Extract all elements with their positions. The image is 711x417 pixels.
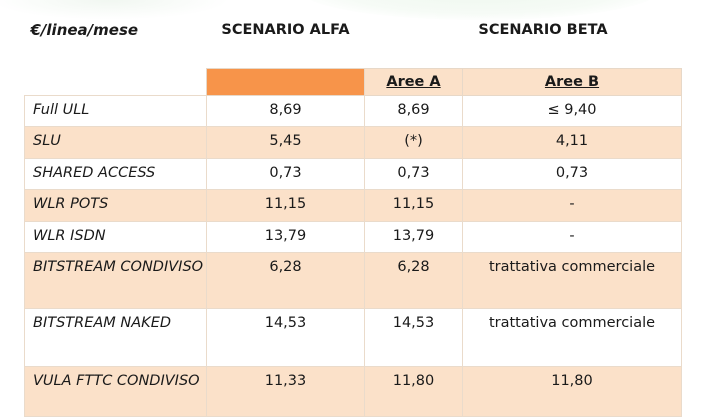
- aree-a-value: (*): [364, 126, 463, 159]
- row-label: SHARED ACCESS: [24, 158, 207, 190]
- aree-a-value: 14,53: [364, 308, 463, 367]
- aree-a-heading: Aree A: [364, 68, 463, 96]
- scenario-alfa-heading: SCENARIO ALFA: [221, 22, 350, 38]
- aree-a-value: 11,80: [364, 366, 463, 417]
- row-label: VULA FTTC CONDIVISO: [24, 366, 207, 417]
- alfa-value: 14,53: [206, 308, 365, 367]
- row-label: BITSTREAM CONDIVISO: [24, 252, 207, 309]
- row-label: SLU: [24, 126, 207, 159]
- alfa-value: 6,28: [206, 252, 365, 309]
- table-row: VULA FTTC CONDIVISO 11,33 11,80 11,80: [24, 366, 682, 417]
- scenario-beta-heading: SCENARIO BETA: [478, 22, 608, 38]
- subheader-blank-cell: [24, 68, 207, 96]
- background-decoration-left: [0, 0, 230, 20]
- aree-b-value: ≤ 9,40: [462, 95, 682, 127]
- aree-a-value: 6,28: [364, 252, 463, 309]
- aree-b-value: -: [462, 221, 682, 253]
- price-table: €/linea/mese SCENARIO ALFA SCENARIO BETA…: [24, 12, 682, 417]
- subheader-row: Aree A Aree B: [24, 68, 682, 96]
- alfa-value: 11,33: [206, 366, 365, 417]
- table-row: SLU 5,45 (*) 4,11: [24, 126, 682, 159]
- alfa-value: 11,15: [206, 189, 365, 222]
- table-row: Full ULL 8,69 8,69 ≤ 9,40: [24, 95, 682, 127]
- aree-b-value: trattativa commerciale: [462, 308, 682, 367]
- row-label: WLR POTS: [24, 189, 207, 222]
- aree-a-value: 0,73: [364, 158, 463, 190]
- table-row: BITSTREAM CONDIVISO 6,28 6,28 trattativa…: [24, 252, 682, 309]
- row-label: BITSTREAM NAKED: [24, 308, 207, 367]
- aree-b-value: -: [462, 189, 682, 222]
- row-label: WLR ISDN: [24, 221, 207, 253]
- alfa-value: 5,45: [206, 126, 365, 159]
- unit-label: €/linea/mese: [30, 21, 139, 39]
- aree-a-value: 8,69: [364, 95, 463, 127]
- row-label: Full ULL: [24, 95, 207, 127]
- table-row: WLR POTS 11,15 11,15 -: [24, 189, 682, 222]
- table-row: BITSTREAM NAKED 14,53 14,53 trattativa c…: [24, 308, 682, 367]
- aree-b-value: trattativa commerciale: [462, 252, 682, 309]
- aree-b-heading: Aree B: [462, 68, 682, 96]
- aree-b-value: 0,73: [462, 158, 682, 190]
- header-row: €/linea/mese SCENARIO ALFA SCENARIO BETA: [25, 12, 682, 69]
- alfa-value: 8,69: [206, 95, 365, 127]
- alfa-value: 13,79: [206, 221, 365, 253]
- table-row: WLR ISDN 13,79 13,79 -: [24, 221, 682, 253]
- background-decoration: [300, 0, 660, 20]
- aree-a-value: 11,15: [364, 189, 463, 222]
- scenario-alfa-color-bar: [206, 68, 365, 96]
- aree-a-value: 13,79: [364, 221, 463, 253]
- aree-b-value: 4,11: [462, 126, 682, 159]
- table-row: SHARED ACCESS 0,73 0,73 0,73: [24, 158, 682, 190]
- alfa-value: 0,73: [206, 158, 365, 190]
- aree-b-value: 11,80: [462, 366, 682, 417]
